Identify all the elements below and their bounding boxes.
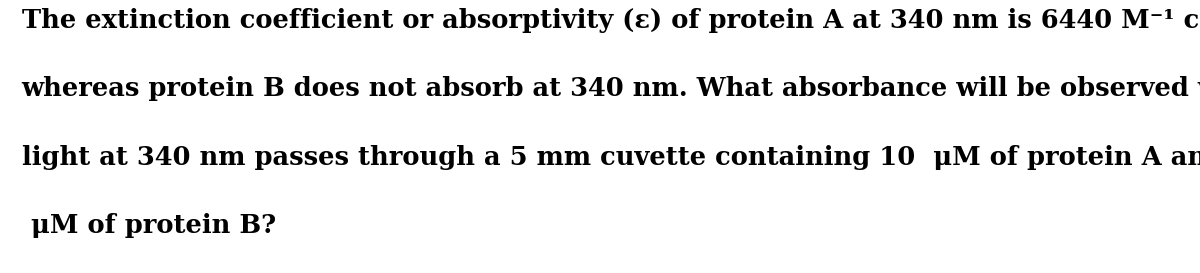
- Text: whereas protein B does not absorb at 340 nm. What absorbance will be observed wh: whereas protein B does not absorb at 340…: [22, 76, 1200, 102]
- Text: The extinction coefficient or absorptivity (ε) of protein A at 340 nm is 6440 M⁻: The extinction coefficient or absorptivi…: [22, 8, 1200, 33]
- Text: light at 340 nm passes through a 5 mm cuvette containing 10  μM of protein A and: light at 340 nm passes through a 5 mm cu…: [22, 145, 1200, 170]
- Text: μM of protein B?: μM of protein B?: [22, 213, 276, 238]
